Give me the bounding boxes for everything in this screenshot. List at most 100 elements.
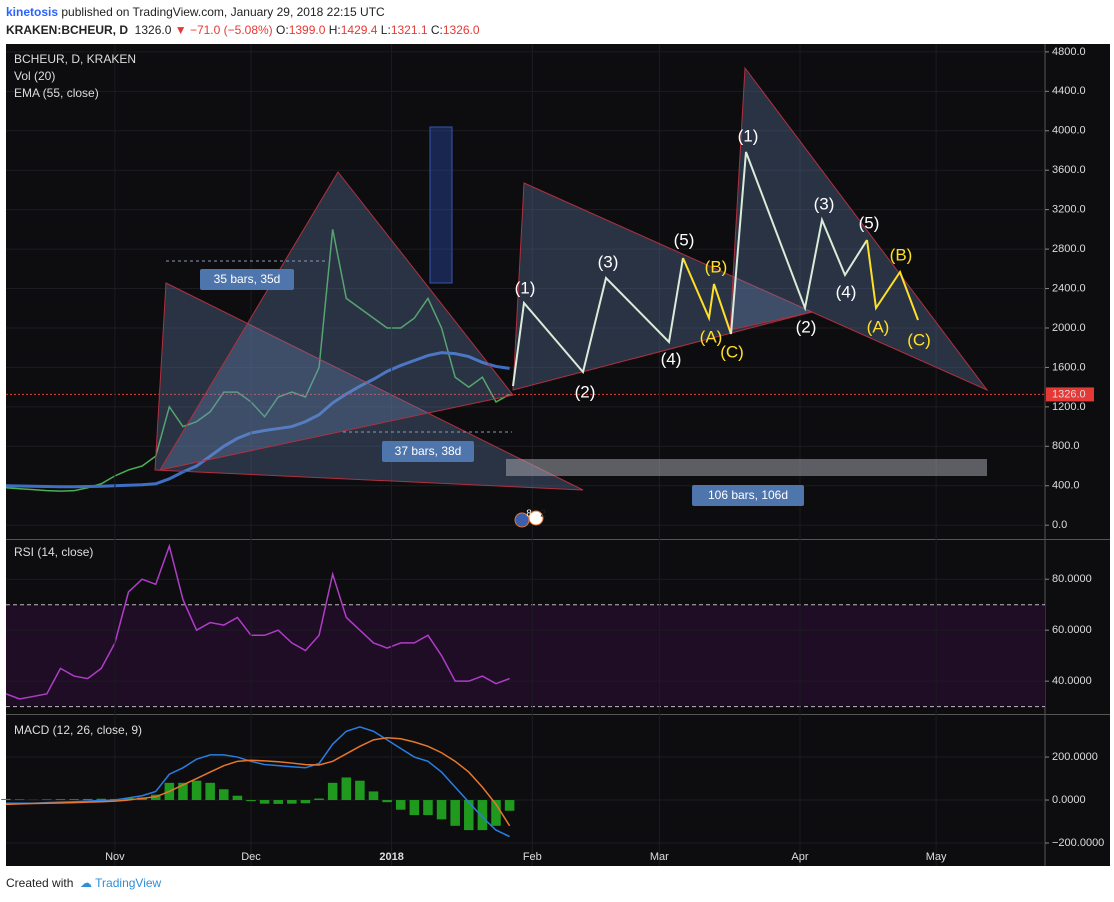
wave-label: (B) xyxy=(705,257,728,276)
y-tick-label: 4800.0 xyxy=(1052,46,1086,58)
event-marker[interactable] xyxy=(528,510,544,526)
wave-label: (3) xyxy=(814,194,835,213)
wave-label: (A) xyxy=(867,317,890,336)
indicator-label: Vol (20) xyxy=(14,69,55,83)
histogram-bar xyxy=(464,800,474,831)
ohlc-value: 1429.4 xyxy=(340,23,378,37)
x-tick-label: May xyxy=(926,851,947,863)
change: −71.0 (−5.08%) xyxy=(189,23,273,37)
indicator-label: EMA (55, close) xyxy=(14,86,99,100)
x-tick-label: Mar xyxy=(650,851,669,863)
annotations: 35 bars, 35d 37 bars, 38d 106 bars, 106d… xyxy=(154,66,989,528)
histogram-bar xyxy=(368,791,379,801)
histogram-bar xyxy=(327,782,338,801)
histogram-bar xyxy=(341,777,352,801)
y-tick-label: 60.0000 xyxy=(1052,624,1092,636)
wave-label: (3) xyxy=(598,252,619,271)
event-count: 8 xyxy=(526,509,532,520)
histogram-bar xyxy=(191,780,202,801)
footer: Created with ☁ TradingView xyxy=(6,876,162,890)
last-price-box xyxy=(1046,387,1094,402)
histogram-bar xyxy=(1,798,11,801)
series-line xyxy=(5,351,510,489)
brand-link[interactable]: TradingView xyxy=(95,876,162,890)
histogram-bar xyxy=(355,780,365,801)
series-line xyxy=(5,543,510,700)
series-line xyxy=(6,726,510,838)
indicator-label: RSI (14, close) xyxy=(14,545,93,559)
series-line xyxy=(5,736,511,827)
histogram-bar xyxy=(14,799,25,801)
histogram-bar xyxy=(96,798,107,801)
triangle xyxy=(154,282,584,491)
histogram-bar xyxy=(436,800,447,820)
y-tick-label: 3600.0 xyxy=(1052,164,1086,176)
price: 1326.0 xyxy=(134,23,172,37)
event-count: 2 xyxy=(540,509,546,520)
histogram-bar xyxy=(259,800,270,804)
histogram-bar xyxy=(82,798,93,801)
series-label: BCHEUR, D, KRAKEN xyxy=(14,52,136,66)
measure-label: 35 bars, 35d xyxy=(214,272,281,286)
footer-text: Created with xyxy=(6,876,74,890)
histogram-bar xyxy=(477,800,488,831)
ohlc-value: 1321.1 xyxy=(390,23,428,37)
histogram-bar xyxy=(423,800,433,816)
author[interactable]: kinetosis xyxy=(6,5,59,19)
histogram-bar xyxy=(491,800,501,826)
y-tick-label: −200.0000 xyxy=(1052,837,1104,849)
y-tick-label: 80.0000 xyxy=(1052,573,1092,585)
indicator-label: MACD (12, 26, close, 9) xyxy=(14,723,142,737)
x-tick-label: 2018 xyxy=(379,851,403,863)
wave-label: (C) xyxy=(720,342,744,361)
y-tick-label: 1200.0 xyxy=(1052,401,1086,413)
wave-label: (2) xyxy=(796,317,817,336)
y-tick-label: 3200.0 xyxy=(1052,204,1086,216)
histogram-bar xyxy=(219,789,229,801)
band xyxy=(6,604,1045,707)
histogram-bar xyxy=(69,799,79,801)
histogram-bar xyxy=(382,800,392,803)
wave-label: (2) xyxy=(575,382,596,401)
measure-box xyxy=(382,441,474,462)
y-tick-label: 1600.0 xyxy=(1052,361,1086,373)
y-tick-label: 40.0000 xyxy=(1052,675,1092,687)
histogram-bar xyxy=(300,800,311,804)
header: kinetosis published on TradingView.com, … xyxy=(6,5,480,37)
x-tick-label: Dec xyxy=(241,851,261,863)
ohlc-key: H: xyxy=(328,23,341,37)
wave-path xyxy=(512,257,684,387)
x-tick-label: Apr xyxy=(791,851,808,863)
wave-label: (A) xyxy=(700,327,723,346)
measure-box xyxy=(692,485,804,506)
triangle xyxy=(729,66,989,392)
chart-background xyxy=(6,44,1110,866)
x-tick-label: Feb xyxy=(523,851,542,863)
ohlc-value: 1399.0 xyxy=(288,23,326,37)
wave-label: (5) xyxy=(674,230,695,249)
measure-label: 37 bars, 38d xyxy=(395,444,462,458)
published: published on TradingView.com, January 29… xyxy=(61,5,385,19)
histogram-bar xyxy=(232,795,243,801)
measure-label: 106 bars, 106d xyxy=(708,488,788,502)
y-tick-label: 800.0 xyxy=(1052,440,1080,452)
symbol: KRAKEN:BCHEUR, D xyxy=(6,23,128,37)
range-box xyxy=(506,459,987,476)
wave-path xyxy=(682,257,732,335)
wave-label: (B) xyxy=(890,245,913,264)
triangle xyxy=(158,171,514,471)
histogram-bar xyxy=(273,800,283,804)
y-tick-label: 4000.0 xyxy=(1052,125,1086,137)
histogram-bar xyxy=(42,799,52,801)
y-tick-label: 2400.0 xyxy=(1052,282,1086,294)
wave-label: (C) xyxy=(907,330,931,349)
histogram-bar xyxy=(246,800,256,802)
histogram-bar xyxy=(287,800,297,804)
ohlc-key: L: xyxy=(380,23,391,37)
y-tick-label: 2000.0 xyxy=(1052,322,1086,334)
range-box xyxy=(429,126,453,284)
wave-path xyxy=(730,151,868,335)
wave-label: (1) xyxy=(515,278,536,297)
wave-path xyxy=(866,239,919,321)
